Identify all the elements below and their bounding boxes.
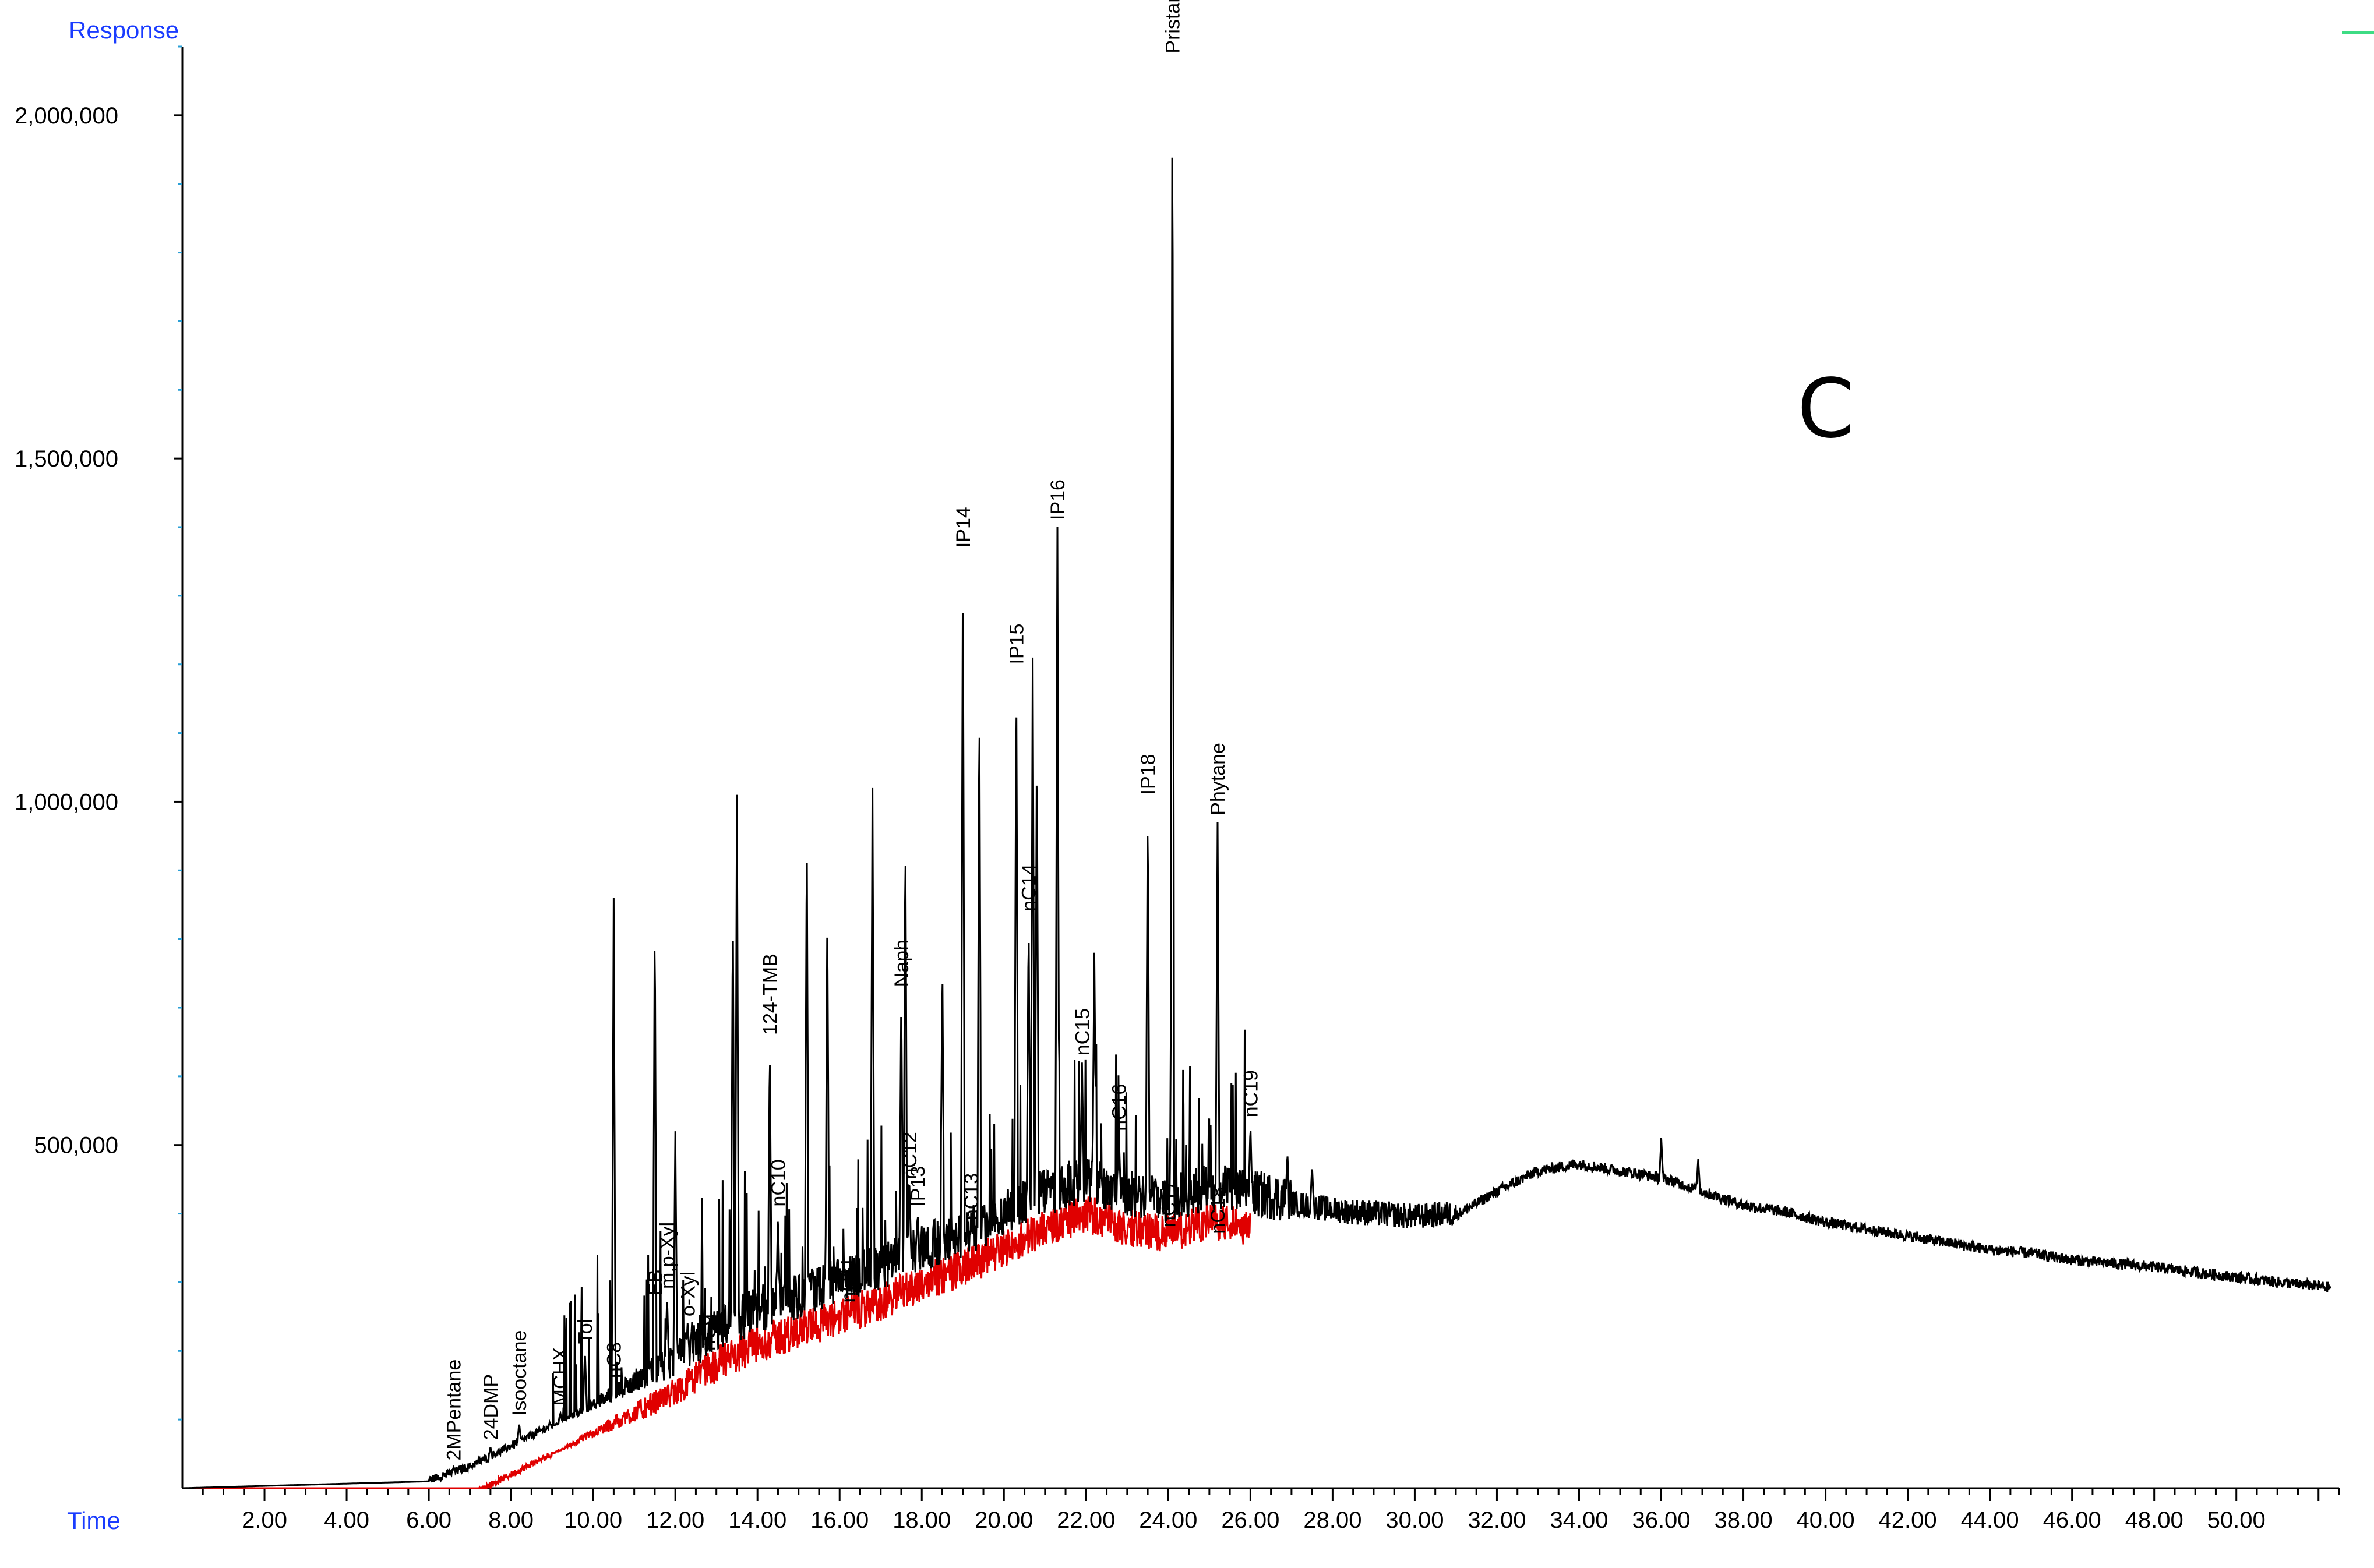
peak-label: Tol (574, 1319, 597, 1344)
peak-label: o-Xyl (677, 1272, 699, 1316)
x-tick-label: 48.00 (2125, 1507, 2183, 1533)
x-tick-label: 38.00 (1714, 1507, 1772, 1533)
x-tick-label: 28.00 (1303, 1507, 1361, 1533)
peak-label: nC12 (899, 1132, 921, 1179)
x-tick-label: 22.00 (1057, 1507, 1115, 1533)
x-tick-label: 8.00 (488, 1507, 534, 1533)
x-tick-label: 42.00 (1879, 1507, 1937, 1533)
x-axis: 2.00 4.00 6.00 8.00 10.00 12.00 14.00 16.00 18.0… (182, 1487, 2340, 1533)
baseline-trace (182, 1196, 1251, 1489)
peak-label: IP18 (1137, 754, 1159, 794)
peak-label: nC9 (698, 1315, 720, 1351)
peak-label: IP16 (1047, 479, 1069, 520)
peak-label: nC19 (1240, 1070, 1262, 1117)
x-tick-label: 34.00 (1550, 1507, 1608, 1533)
x-tick-label: 16.00 (810, 1507, 869, 1533)
peak-label: IP13 (907, 1166, 929, 1207)
x-tick-label: 50.00 (2207, 1507, 2266, 1533)
peak-label: nC18 (1207, 1186, 1229, 1234)
x-tick-label: 32.00 (1468, 1507, 1526, 1533)
x-tick-label: 40.00 (1797, 1507, 1855, 1533)
peak-label: IP14 (953, 507, 975, 548)
peak-label: MCHX (550, 1347, 572, 1405)
peak-label: Pristane (1162, 0, 1184, 54)
peak-label: Naph (891, 940, 913, 987)
y-tick-label: 500,000 (34, 1133, 118, 1159)
x-tick-label: 30.00 (1385, 1507, 1444, 1533)
peak-label: nC8 (603, 1342, 625, 1378)
x-tick-label: 4.00 (324, 1507, 369, 1533)
y-tick-label: 1,500,000 (15, 446, 118, 472)
peak-label: 24DMP (480, 1374, 502, 1440)
y-axis: 500,000 1,000,000 1,500,000 2,000,000 (15, 45, 184, 1488)
peak-label: nC11 (837, 1257, 859, 1303)
x-tick-label: 6.00 (406, 1507, 451, 1533)
peak-label: IP15 (1006, 624, 1028, 665)
x-tick-label: 10.00 (564, 1507, 622, 1533)
x-tick-label: 26.00 (1221, 1507, 1279, 1533)
x-tick-label: 18.00 (893, 1507, 951, 1533)
x-tick-label: 24.00 (1139, 1507, 1197, 1533)
x-tick-label: 44.00 (1961, 1507, 2019, 1533)
peak-label: Phytane (1207, 743, 1229, 815)
y-tick-label: 2,000,000 (15, 103, 118, 129)
peak-label: 2MPentane (443, 1359, 465, 1461)
peak-label: nC13 (961, 1173, 983, 1220)
response-trace (182, 157, 2331, 1489)
x-tick-label: 46.00 (2043, 1507, 2101, 1533)
y-axis-title: Response (69, 16, 179, 44)
y-tick-label: 1,000,000 (15, 789, 118, 815)
x-axis-title: Time (67, 1507, 121, 1534)
peak-label: nC10 (767, 1159, 789, 1206)
panel-letter: C (1797, 362, 1854, 457)
peak-label: nC15 (1071, 1008, 1093, 1055)
peak-label: nC14 (1018, 864, 1040, 912)
peak-label: nC16 (1109, 1084, 1131, 1131)
x-tick-label: 12.00 (646, 1507, 704, 1533)
x-tick-label: 20.00 (975, 1507, 1033, 1533)
peak-label: 124-TMB (759, 953, 781, 1035)
chromatogram-traces (182, 157, 2331, 1489)
x-tick-label: 36.00 (1632, 1507, 1690, 1533)
peak-label: Isooctane (509, 1330, 531, 1416)
x-tick-label: 2.00 (242, 1507, 287, 1533)
x-tick-label: 14.00 (728, 1507, 786, 1533)
peak-label: nC17 (1158, 1180, 1180, 1227)
peak-label: m,p-Xyl (657, 1222, 679, 1289)
peak-label: EB (644, 1269, 666, 1295)
